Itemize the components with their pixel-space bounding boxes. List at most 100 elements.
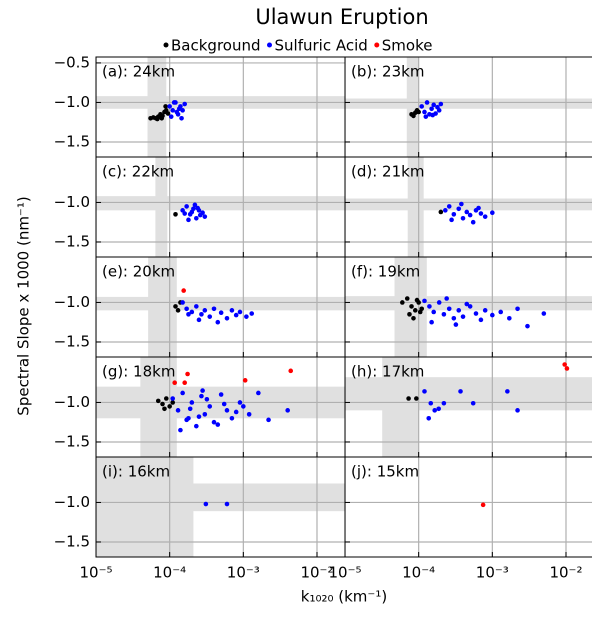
point — [229, 308, 235, 313]
point — [160, 401, 165, 407]
point — [416, 109, 421, 115]
point — [438, 101, 444, 107]
panel-label: (e): 20km — [102, 263, 175, 281]
point — [192, 202, 198, 208]
panel-body — [345, 257, 592, 357]
point — [215, 319, 221, 325]
y-axis-label: Spectral Slope x 1000 (nm⁻¹) — [15, 196, 33, 415]
point — [441, 400, 447, 406]
point — [180, 300, 185, 305]
y-tick-label: −1.0 — [54, 293, 90, 311]
point — [184, 417, 189, 423]
point — [453, 322, 459, 327]
band-horizontal — [96, 483, 345, 512]
point — [186, 217, 191, 223]
legend-marker — [163, 42, 169, 48]
panel-body — [345, 57, 592, 157]
point — [478, 211, 484, 216]
point — [165, 111, 171, 116]
point — [170, 396, 176, 401]
panel: (f): 19km — [344, 256, 592, 358]
point — [179, 115, 184, 121]
x-tick-label: 10⁻⁴ — [402, 564, 435, 582]
x-tick-label: 10⁻³ — [227, 564, 260, 582]
panel: (j): 15km 10⁻⁵ 10⁻⁴ 10⁻³ 10⁻² — [328, 456, 592, 582]
point — [443, 208, 448, 213]
point — [515, 408, 520, 413]
x-tick-label: 10⁻⁵ — [328, 564, 361, 582]
panel-label: (i): 16km — [102, 463, 170, 481]
panel-label: (b): 23km — [351, 63, 424, 81]
y-tick-label: −0.5 — [54, 53, 90, 71]
panel: (g): 18km −1.0 −1.5 — [54, 356, 346, 458]
point — [480, 502, 486, 508]
panel-body — [96, 57, 345, 157]
point — [429, 106, 434, 112]
point — [202, 412, 208, 417]
point — [541, 311, 547, 316]
point — [426, 415, 432, 421]
point — [409, 304, 414, 309]
point — [458, 389, 463, 394]
y-tick-label: −1.5 — [54, 232, 90, 250]
point — [189, 309, 195, 315]
point — [564, 366, 570, 371]
point — [207, 404, 213, 409]
panel-body — [345, 157, 592, 257]
panel-label: (g): 18km — [102, 363, 175, 381]
y-tick-label: −1.0 — [54, 493, 90, 511]
point — [173, 212, 178, 217]
panel: (a): 24km −0.5 −1.0 −1.5 — [54, 53, 346, 158]
point — [473, 311, 479, 316]
point — [285, 408, 290, 413]
point — [431, 309, 437, 315]
point — [490, 210, 495, 216]
point — [196, 317, 202, 323]
point — [163, 396, 169, 401]
point — [189, 400, 195, 405]
point — [194, 423, 199, 429]
point — [182, 380, 188, 385]
panel: (i): 16km −1.0 −1.5 10⁻⁵ 10⁻⁴ 10⁻³ 10⁻² — [54, 456, 346, 582]
panel: (b): 23km — [344, 56, 592, 158]
band-horizontal — [345, 198, 592, 211]
point — [467, 304, 473, 309]
point — [202, 214, 208, 219]
point — [180, 390, 185, 396]
point — [456, 308, 462, 313]
point — [288, 368, 294, 374]
point — [476, 205, 481, 211]
point — [427, 304, 432, 309]
point — [197, 212, 203, 218]
point — [221, 401, 227, 407]
x-tick-label: 10⁻⁵ — [79, 564, 112, 582]
point — [444, 296, 449, 301]
legend-label: Background — [171, 37, 261, 55]
point — [181, 288, 186, 293]
point — [241, 404, 246, 409]
y-tick-label: −1.5 — [54, 332, 90, 350]
y-tick-label: −1.5 — [54, 132, 90, 150]
point — [186, 312, 191, 317]
band-horizontal — [96, 296, 345, 311]
legend-marker — [374, 42, 380, 48]
point — [196, 414, 202, 419]
point — [173, 304, 178, 309]
point — [414, 297, 420, 303]
point — [436, 108, 442, 113]
point — [233, 312, 239, 318]
point — [246, 412, 252, 417]
point — [211, 306, 217, 312]
point — [155, 116, 160, 122]
point — [460, 314, 466, 319]
point — [446, 306, 452, 312]
point — [446, 204, 452, 209]
panel-label: (c): 22km — [102, 163, 174, 181]
point — [400, 300, 405, 305]
panel-label: (a): 24km — [102, 63, 175, 81]
point — [428, 400, 434, 406]
y-tick-label: −1.0 — [54, 93, 90, 111]
panel-label: (j): 15km — [351, 463, 419, 481]
point — [218, 310, 224, 316]
point — [170, 400, 176, 405]
